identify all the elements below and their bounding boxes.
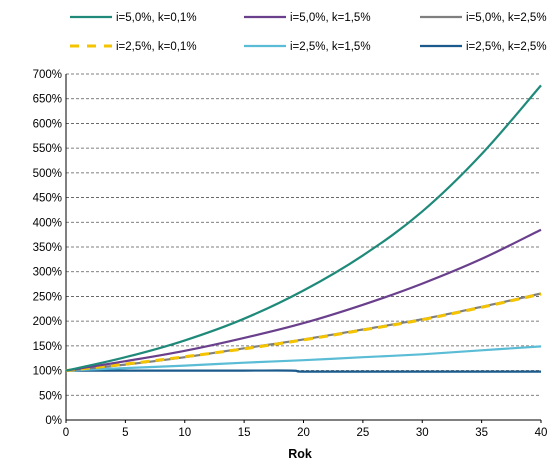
y-tick-label: 700% bbox=[33, 69, 62, 81]
x-tick-label: 40 bbox=[535, 427, 548, 439]
y-tick-label: 400% bbox=[33, 217, 62, 229]
x-tick-label: 30 bbox=[416, 427, 429, 439]
x-tick-label: 20 bbox=[297, 427, 310, 439]
legend-label: i=5,0%, k=0,1% bbox=[116, 12, 197, 24]
y-tick-label: 100% bbox=[33, 366, 62, 378]
x-tick-labels: 0 5 10 15 20 25 30 35 40 bbox=[63, 427, 548, 439]
series-line bbox=[65, 345, 542, 372]
x-tick-label: 15 bbox=[238, 427, 251, 439]
legend: i=5,0%, k=0,1% i=5,0%, k=1,5% i=5,0%, k=2,… bbox=[70, 12, 547, 53]
legend-label: i=2,5%, k=1,5% bbox=[290, 41, 371, 53]
x-axis-title: Rok bbox=[288, 447, 312, 461]
y-tick-labels: 0% 50% 100% 150% 200% 250% 300% 350% 400% 450% 500… bbox=[33, 69, 62, 427]
series-line bbox=[65, 84, 542, 372]
y-tick-label: 50% bbox=[39, 390, 62, 402]
y-tick-label: 550% bbox=[33, 143, 62, 155]
series-line bbox=[66, 369, 541, 373]
series-lines bbox=[65, 84, 542, 373]
y-tick-label: 150% bbox=[33, 341, 62, 353]
y-tick-label: 300% bbox=[33, 267, 62, 279]
y-tick-label: 350% bbox=[33, 242, 62, 254]
x-tick-label: 10 bbox=[178, 427, 191, 439]
series-line bbox=[65, 228, 542, 372]
y-tick-label: 0% bbox=[45, 415, 62, 427]
legend-label: i=5,0%, k=2,5% bbox=[466, 12, 547, 24]
x-tick-label: 35 bbox=[475, 427, 488, 439]
y-tick-label: 600% bbox=[33, 118, 62, 130]
legend-label: i=5,0%, k=1,5% bbox=[290, 12, 371, 24]
y-tick-label: 200% bbox=[33, 316, 62, 328]
axes bbox=[65, 74, 542, 423]
y-tick-label: 500% bbox=[33, 168, 62, 180]
y-tick-label: 650% bbox=[33, 94, 62, 106]
x-tick-label: 0 bbox=[63, 427, 69, 439]
legend-label: i=2,5%, k=2,5% bbox=[466, 41, 547, 53]
series-line bbox=[65, 292, 542, 373]
y-tick-label: 450% bbox=[33, 193, 62, 205]
grid-lines bbox=[66, 73, 541, 396]
legend-label: i=2,5%, k=0,1% bbox=[116, 41, 197, 53]
x-tick-label: 25 bbox=[356, 427, 369, 439]
y-tick-label: 250% bbox=[33, 291, 62, 303]
x-tick-label: 5 bbox=[122, 427, 128, 439]
